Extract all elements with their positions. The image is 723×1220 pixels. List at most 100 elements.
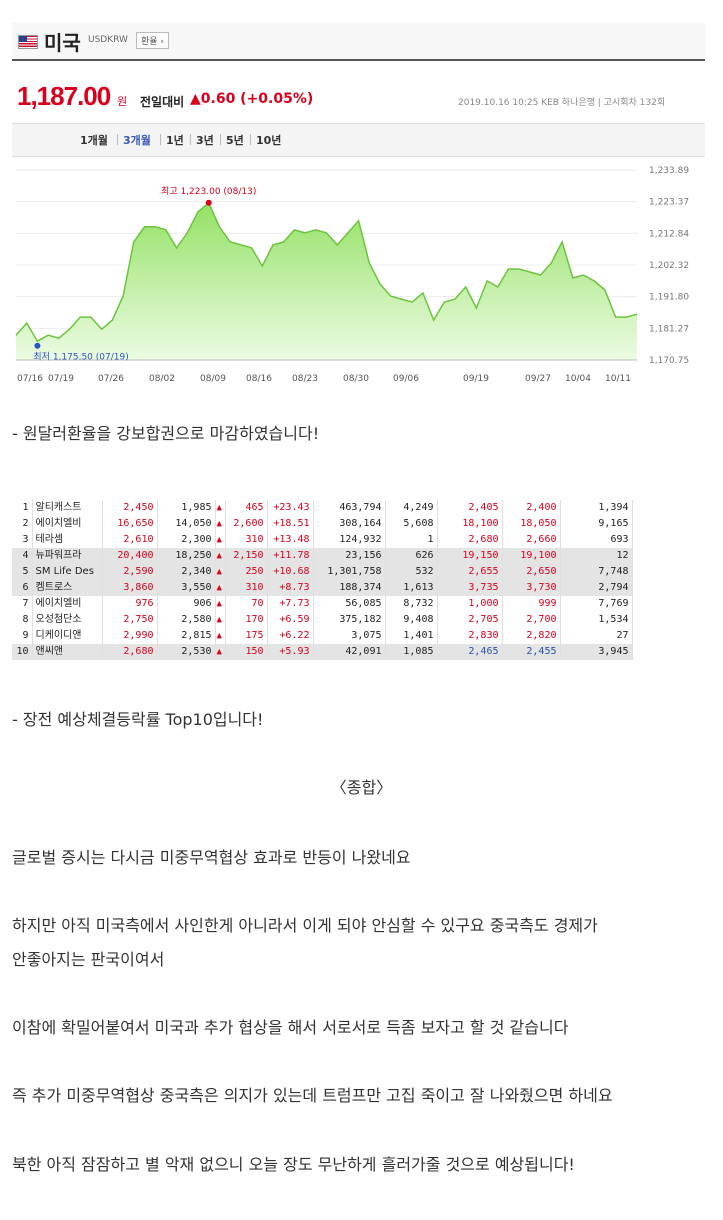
cell-c5: 23,156 — [313, 548, 386, 564]
cell-c2: 2,580 — [157, 612, 216, 628]
cell-arrow: ▲ — [215, 516, 226, 532]
cell-c9: 1,534 — [560, 612, 633, 628]
cell-c8: 2,700 — [502, 612, 561, 628]
tab-10-year[interactable]: 10년 — [256, 134, 282, 147]
tab-1-month[interactable]: 1개월 — [80, 134, 108, 147]
table-row: 4 뉴파워프라 20,400 18,250 ▲ 2,150 +11.78 23,156 626 1… — [12, 548, 633, 564]
x-tick-label: 07/16 — [17, 374, 43, 384]
cell-c6: 4,249 — [385, 500, 438, 516]
table-row: 10 앤씨앤 2,680 2,530 ▲ 150 +5.93 42,091 1,085 2,465… — [12, 644, 633, 660]
paragraph-4: 즉 추가 미중무역협상 중국측은 의지가 있는데 트럼프만 고집 죽이고 잘 나… — [12, 1086, 613, 1105]
cell-c5: 188,374 — [313, 580, 386, 596]
cell-c2: 906 — [157, 596, 216, 612]
cell-c7: 3,735 — [437, 580, 503, 596]
cell-c3: 150 — [225, 644, 268, 660]
table-row: 6 켐트로스 3,860 3,550 ▲ 310 +8.73 188,374 1,613 3,73… — [12, 580, 633, 596]
x-tick-label: 09/19 — [463, 374, 489, 384]
cell-no: 9 — [12, 628, 33, 644]
cell-c8: 2,650 — [502, 564, 561, 580]
exchange-button[interactable]: 환율 › — [136, 32, 170, 49]
rate-meta-info: 2019.10.16 10:25 KEB 하나은행 | 고시회차 132회 — [458, 98, 666, 108]
cell-c1: 3,860 — [102, 580, 158, 596]
cell-c3: 2,150 — [225, 548, 268, 564]
cell-c6: 1 — [385, 532, 438, 548]
table-row: 1 알티캐스트 2,450 1,985 ▲ 465 +23.43 463,794 4,249 2,… — [12, 500, 633, 516]
cell-c2: 18,250 — [157, 548, 216, 564]
cell-arrow: ▲ — [215, 564, 226, 580]
cell-c1: 16,650 — [102, 516, 158, 532]
cell-arrow: ▲ — [215, 548, 226, 564]
tab-3-month[interactable]: 3개월 — [123, 134, 151, 147]
cell-c4: +7.73 — [267, 596, 314, 612]
cell-no: 5 — [12, 564, 33, 580]
cell-c2: 14,050 — [157, 516, 216, 532]
cell-c4: +18.51 — [267, 516, 314, 532]
cell-c3: 465 — [225, 500, 268, 516]
cell-c6: 1,085 — [385, 644, 438, 660]
cell-name: 뉴파워프라 — [32, 548, 103, 564]
rate-change: ▲0.60 (+0.05%) — [190, 91, 314, 107]
cell-c2: 2,815 — [157, 628, 216, 644]
cell-c9: 2,794 — [560, 580, 633, 596]
cell-c4: +6.59 — [267, 612, 314, 628]
cell-c8: 3,730 — [502, 580, 561, 596]
cell-c8: 999 — [502, 596, 561, 612]
cell-name: 켐트로스 — [32, 580, 103, 596]
cell-c9: 7,748 — [560, 564, 633, 580]
x-tick-label: 07/19 — [48, 374, 74, 384]
cell-c7: 2,830 — [437, 628, 503, 644]
table-row: 5 SM Life Des 2,590 2,340 ▲ 250 +10.68 1,301,75… — [12, 564, 633, 580]
paragraph-3: 이참에 확밀어붙여서 미국과 추가 협상을 해서 서로서로 득좀 보자고 할 것… — [12, 1018, 569, 1037]
cell-c4: +6.22 — [267, 628, 314, 644]
cell-c4: +5.93 — [267, 644, 314, 660]
cell-no: 3 — [12, 532, 33, 548]
tab-1-year[interactable]: 1년 — [166, 134, 184, 147]
cell-arrow: ▲ — [215, 612, 226, 628]
x-tick-label: 09/27 — [525, 374, 551, 384]
cell-c8: 19,100 — [502, 548, 561, 564]
cell-c1: 20,400 — [102, 548, 158, 564]
cell-c9: 1,394 — [560, 500, 633, 516]
cell-no: 6 — [12, 580, 33, 596]
cell-c8: 2,400 — [502, 500, 561, 516]
cell-c3: 310 — [225, 580, 268, 596]
max-point — [205, 199, 212, 206]
cell-c4: +23.43 — [267, 500, 314, 516]
tab-5-year[interactable]: 5년 — [226, 134, 244, 147]
cell-c6: 8,732 — [385, 596, 438, 612]
table-row: 7 에이치엘비 976 906 ▲ 70 +7.73 56,085 8,732 1,000 999 7… — [12, 596, 633, 612]
paragraph-2b: 안좋아지는 판국이여서 — [12, 950, 165, 969]
cell-c1: 2,990 — [102, 628, 158, 644]
cell-no: 2 — [12, 516, 33, 532]
cell-c1: 976 — [102, 596, 158, 612]
cell-arrow: ▲ — [215, 500, 226, 516]
cell-c5: 124,932 — [313, 532, 386, 548]
currency-code: USDKRW — [88, 35, 128, 45]
cell-name: 오성첨단소 — [32, 612, 103, 628]
rate-unit: 원 — [117, 95, 128, 108]
cell-no: 4 — [12, 548, 33, 564]
section-heading: 〈종합〉 — [330, 778, 393, 797]
cell-no: 7 — [12, 596, 33, 612]
cell-c7: 2,655 — [437, 564, 503, 580]
cell-no: 10 — [12, 644, 33, 660]
cell-c7: 19,150 — [437, 548, 503, 564]
tab-3-year[interactable]: 3년 — [196, 134, 214, 147]
current-rate: 1,187.00 — [17, 81, 111, 111]
cell-c6: 626 — [385, 548, 438, 564]
cell-c9: 27 — [560, 628, 633, 644]
x-tick-label: 09/06 — [393, 374, 419, 384]
x-tick-label: 07/26 — [98, 374, 124, 384]
cell-name: 앤씨앤 — [32, 644, 103, 660]
summary-text-exchange: - 원달러환율을 강보합권으로 마감하였습니다! — [12, 424, 320, 443]
cell-arrow: ▲ — [215, 644, 226, 660]
exchange-rate-widget: 미국 USDKRW 환율 › 1,187.00 원 전일대비 ▲0.60 (+0… — [12, 23, 705, 393]
table-row: 2 에이치엘비 16,650 14,050 ▲ 2,600 +18.51 308,164 5,6… — [12, 516, 633, 532]
cell-c7: 2,680 — [437, 532, 503, 548]
cell-name: 디케이디앤 — [32, 628, 103, 644]
x-tick-label: 08/16 — [246, 374, 272, 384]
cell-c3: 310 — [225, 532, 268, 548]
period-tabs: 1개월 3개월 1년 3년 5년 10년 — [12, 123, 705, 157]
table-row: 9 디케이디앤 2,990 2,815 ▲ 175 +6.22 3,075 1,401 2,830… — [12, 628, 633, 644]
cell-c2: 2,530 — [157, 644, 216, 660]
